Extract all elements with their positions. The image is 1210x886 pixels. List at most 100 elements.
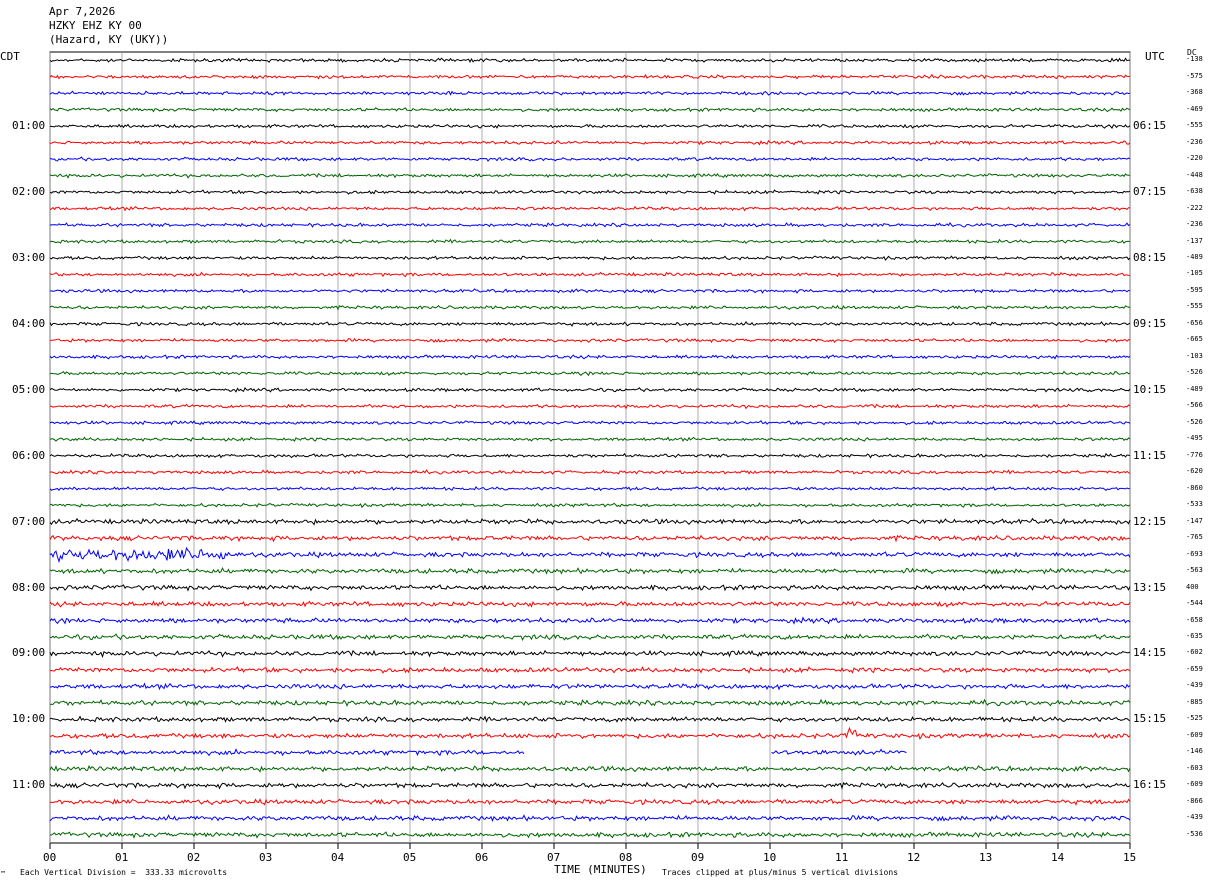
- x-tick-label: 13: [979, 851, 993, 864]
- right-hour-label: 07:15: [1133, 185, 1167, 199]
- trace-row: [49, 452, 1131, 459]
- trace-row: [49, 107, 1131, 113]
- dc-offset-label: -638: [1186, 187, 1203, 196]
- trace-row: [49, 238, 1131, 244]
- dc-offset-label: -563: [1186, 566, 1203, 575]
- x-tick-label: 09: [691, 851, 705, 864]
- dc-offset-label: -765: [1186, 533, 1203, 542]
- trace-row: [49, 502, 1131, 509]
- scale-note: Each Vertical Division = 333.33 microvol…: [20, 868, 228, 877]
- dc-offset-label: 400: [1186, 582, 1199, 591]
- left-hour-label: 05:00: [12, 382, 46, 396]
- dc-offset-label: -603: [1186, 763, 1203, 772]
- left-hour-label: 06:00: [12, 448, 46, 462]
- x-tick-label: 14: [1051, 851, 1065, 864]
- left-hour-label: 04:00: [12, 316, 46, 330]
- x-tick-label: 05: [403, 851, 417, 864]
- trace-row: [49, 715, 1131, 723]
- trace-row: [49, 139, 1131, 146]
- dc-offset-label: -575: [1186, 71, 1203, 80]
- dc-offset-label: -659: [1186, 664, 1203, 673]
- trace-row: [49, 436, 1131, 442]
- dc-offset-label: -620: [1186, 467, 1203, 476]
- dc-offset-label: -489: [1186, 252, 1203, 261]
- x-tick-label: 11: [835, 851, 849, 864]
- trace-row: [49, 765, 1131, 773]
- x-tick-label: 08: [619, 851, 633, 864]
- right-hour-label: 09:15: [1133, 316, 1167, 330]
- station-location: (Hazard, KY (UKY)): [49, 33, 169, 46]
- left-hour-label: 11:00: [12, 778, 46, 792]
- right-hour-label: 08:15: [1133, 250, 1167, 264]
- trace-row: [49, 172, 1131, 179]
- dc-offset-label: -860: [1186, 483, 1203, 492]
- dc-offset-label: -665: [1186, 335, 1203, 344]
- trace-row: [49, 189, 1131, 195]
- trace-row: [49, 271, 1131, 278]
- trace-row: [49, 600, 1131, 608]
- trace-row: [49, 321, 1131, 327]
- x-tick-label: 02: [187, 851, 201, 864]
- right-hour-label: 11:15: [1133, 448, 1167, 462]
- left-hour-label: 03:00: [12, 250, 46, 264]
- dc-offset-label: -885: [1186, 697, 1203, 706]
- dc-offset-label: -526: [1186, 417, 1203, 426]
- x-tick-label: 07: [547, 851, 561, 864]
- dc-offset-label: -776: [1186, 450, 1203, 459]
- dc-offset-label: -536: [1186, 829, 1203, 838]
- dc-offset-label: -220: [1186, 154, 1203, 163]
- dc-offset-label: -544: [1186, 599, 1203, 608]
- right-hour-label: 06:15: [1133, 119, 1167, 133]
- dc-offset-label: -555: [1186, 121, 1203, 130]
- trace-row: [49, 649, 1131, 659]
- left-hour-label: 01:00: [12, 119, 46, 133]
- trace-row: [49, 354, 1131, 360]
- left-hour-label: 02:00: [12, 185, 46, 199]
- corner-mark: ™: [1, 870, 6, 878]
- trace-row: [49, 546, 1131, 564]
- x-tick-label: 03: [259, 851, 273, 864]
- right-hour-label: 14:15: [1133, 646, 1167, 660]
- trace-row: [49, 814, 1131, 822]
- trace-row: [49, 831, 1131, 839]
- trace-row: [49, 726, 1131, 740]
- trace-row: [49, 567, 1131, 575]
- clip-note: Traces clipped at plus/minus 5 vertical …: [662, 868, 899, 877]
- trace-row: [49, 633, 1131, 641]
- trace-row: [49, 386, 1131, 393]
- trace-row: [50, 403, 1131, 410]
- right-hour-label: 16:15: [1133, 778, 1167, 792]
- dc-offset-label: -368: [1186, 88, 1203, 97]
- right-hour-label: 13:15: [1133, 580, 1167, 594]
- x-tick-label: 01: [115, 851, 129, 864]
- trace-row: [50, 682, 1131, 691]
- trace-row: [50, 123, 1131, 130]
- right-hour-label: 10:15: [1133, 382, 1167, 396]
- station-code: HZKY EHZ KY 00: [49, 19, 142, 32]
- trace-row: [49, 698, 1131, 707]
- left-hour-label: 07:00: [12, 514, 46, 528]
- dc-offset-label: -222: [1186, 203, 1203, 212]
- trace-row: [49, 798, 1131, 806]
- x-tick-label: 04: [331, 851, 345, 864]
- dc-offset-label: -525: [1186, 714, 1203, 723]
- plot-frame: [49, 51, 1131, 844]
- left-hour-label: 08:00: [12, 580, 46, 594]
- dc-offset-label: -609: [1186, 730, 1203, 739]
- dc-offset-label: -147: [1186, 516, 1203, 525]
- dc-offset-label: -595: [1186, 285, 1203, 294]
- trace-row: [49, 748, 907, 757]
- left-hour-label: 10:00: [12, 712, 46, 726]
- trace-row: [49, 534, 1131, 543]
- dc-offset-label: -533: [1186, 500, 1203, 509]
- dc-offset-label: -656: [1186, 318, 1203, 327]
- trace-row: [49, 469, 1131, 475]
- left-timezone-label: CDT: [0, 50, 20, 63]
- dc-offset-label: -103: [1186, 351, 1203, 360]
- trace-row: [49, 288, 1131, 294]
- dc-offset-label: -236: [1186, 220, 1203, 229]
- right-hour-label: 15:15: [1133, 712, 1167, 726]
- trace-row: [49, 255, 1131, 261]
- dc-offset-label: -439: [1186, 681, 1203, 690]
